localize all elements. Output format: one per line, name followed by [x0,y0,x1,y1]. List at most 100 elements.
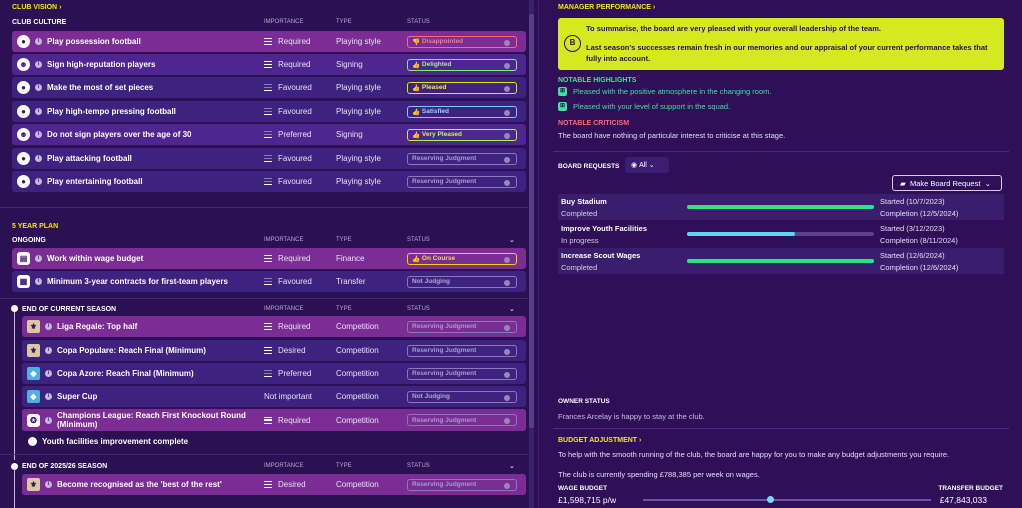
budget-slider-handle[interactable] [766,496,774,503]
row-type: Finance [336,254,365,263]
budget-adjustment-title[interactable]: BUDGET ADJUSTMENT › [558,437,642,444]
plan-row[interactable]: ⚜ i Become recognised as the 'best of the… [22,474,526,495]
status-badge[interactable]: Reserving Judgment [407,367,517,380]
status-info-icon [504,156,510,163]
chevron-down-icon[interactable]: ⌄ [509,237,515,244]
status-badge[interactable]: Reserving Judgment [407,414,517,426]
budget-text-2: The club is currently spending £788,385 … [558,470,760,479]
culture-row[interactable]: ● i Play attacking football Favoured Play… [12,148,526,169]
status-badge[interactable]: 👍 Delighted [407,58,517,71]
plan-row[interactable]: ▤ i Work within wage budget Required Fina… [12,248,526,269]
status-badge[interactable]: Not Judging [407,275,517,288]
status-badge[interactable]: Reserving Judgment [407,152,517,165]
culture-row[interactable]: ☻ i Do not sign players over the age of 3… [12,124,526,145]
competition-logo-icon: ✪ [27,413,40,427]
plan-row[interactable]: ⚜ i Copa Populare: Reach Final (Minimum) … [22,340,526,361]
info-icon[interactable]: i [45,347,52,354]
current-season-header: END OF CURRENT SEASON [22,306,117,313]
wage-budget-value: £1,598,715 p/w [558,495,617,505]
status-badge[interactable]: Reserving Judgment [407,320,517,333]
info-icon[interactable]: i [35,84,42,91]
row-text: Become recognised as the 'best of the re… [57,480,222,489]
info-icon[interactable]: i [45,370,52,377]
col-status: STATUS [407,306,430,312]
status-info-icon [504,256,510,263]
budget-text-1: To help with the smooth running of the c… [558,450,950,459]
plan-row[interactable]: ⚜ i Liga Regale: Top half Required Compet… [22,316,526,337]
filter-dropdown[interactable]: ◉ All ⌄ [625,157,669,173]
status-badge[interactable]: Reserving Judgment [407,478,517,491]
info-icon[interactable]: i [35,278,42,285]
importance: Favoured [264,277,312,286]
importance: Preferred [264,130,311,139]
status-badge[interactable]: Reserving Judgment [407,175,517,188]
info-icon[interactable]: i [45,416,52,424]
budget-slider[interactable] [643,496,931,503]
culture-row[interactable]: ● i Play entertaining football Favoured P… [12,171,526,192]
status-badge[interactable]: 👎 Disappointed [407,35,517,48]
chevron-down-icon[interactable]: ⌄ [509,306,515,313]
info-icon[interactable]: i [45,481,52,488]
plan-row[interactable]: ◆ i Super Cup Not important Competition N… [22,386,526,407]
importance: Required [264,60,310,69]
timeline-dot [11,463,18,470]
manager-performance-title[interactable]: MANAGER PERFORMANCE › [558,4,656,11]
col-importance: IMPORTANCE [264,306,304,312]
row-text: Minimum 3-year contracts for first-team … [47,277,228,286]
culture-row[interactable]: ● i Play possession football Required Pla… [12,31,526,52]
status-badge[interactable]: 👍 Very Pleased [407,128,517,141]
row-text: Play high-tempo pressing football [47,107,176,116]
competition-logo-icon: ⚜ [27,478,40,491]
info-icon[interactable]: i [45,393,52,400]
person-icon: ☻ [17,128,30,141]
info-icon[interactable]: i [35,108,42,115]
eye-icon: ◉ [631,162,638,169]
importance: Preferred [264,369,311,378]
plan-row[interactable]: ◆ i Copa Azore: Reach Final (Minimum) Pre… [22,363,526,384]
timeline-line [14,468,15,508]
board-request-row[interactable]: Buy Stadium Completed Started (10/7/2023… [558,194,1004,220]
scrollbar-thumb[interactable] [529,14,534,428]
info-icon[interactable]: i [35,155,42,162]
ball-icon: ● [17,81,30,94]
criticism-label: NOTABLE CRITICISM [558,120,630,127]
info-icon[interactable]: i [35,61,42,68]
info-icon[interactable]: i [45,323,52,330]
importance-bars-icon [264,131,272,138]
row-type: Playing style [336,37,381,46]
plan-row[interactable]: ▦ i Minimum 3-year contracts for first-te… [12,271,526,292]
culture-row[interactable]: ● i Make the most of set pieces Favoured … [12,77,526,98]
info-icon[interactable]: i [35,178,42,185]
status-badge[interactable]: 👍 Pleased [407,81,517,94]
board-request-row[interactable]: Increase Scout Wages Completed Started (… [558,248,1004,274]
timeline-line [14,310,15,460]
section-divider [0,207,528,208]
status-badge[interactable]: 👍 Satisfied [407,105,517,118]
person-icon: ☻ [17,58,30,71]
row-text: Copa Azore: Reach Final (Minimum) [57,369,194,378]
importance: Desired [264,480,306,489]
col-type: TYPE [336,237,352,243]
info-icon[interactable]: i [35,38,42,45]
board-request-row[interactable]: Improve Youth Facilities In progress Sta… [561,224,958,245]
row-type: Competition [336,480,379,489]
culture-row[interactable]: ☻ i Sign high-reputation players Required… [12,54,526,75]
status-badge[interactable]: Reserving Judgment [407,344,517,357]
status-info-icon [504,348,510,355]
info-icon[interactable]: i [35,255,42,262]
chevron-down-icon[interactable]: ⌄ [509,463,515,470]
culture-row[interactable]: ● i Play high-tempo pressing football Fav… [12,101,526,122]
importance-bars-icon [264,481,272,488]
status-badge[interactable]: 👍 On Course [407,252,517,265]
plan-row[interactable]: ✪ i Champions League: Reach First Knockou… [22,409,526,431]
row-type: Playing style [336,83,381,92]
make-board-request-button[interactable]: ▰ Make Board Request ⌄ [892,175,1002,191]
info-icon[interactable]: i [35,131,42,138]
status-info-icon [504,418,510,424]
club-vision-title[interactable]: CLUB VISION › [12,4,62,11]
status-info-icon [504,482,510,489]
status-badge[interactable]: Not Judging [407,390,517,403]
row-type: Playing style [336,107,381,116]
row-type: Competition [336,346,379,355]
highlights-label: NOTABLE HIGHLIGHTS [558,77,637,84]
